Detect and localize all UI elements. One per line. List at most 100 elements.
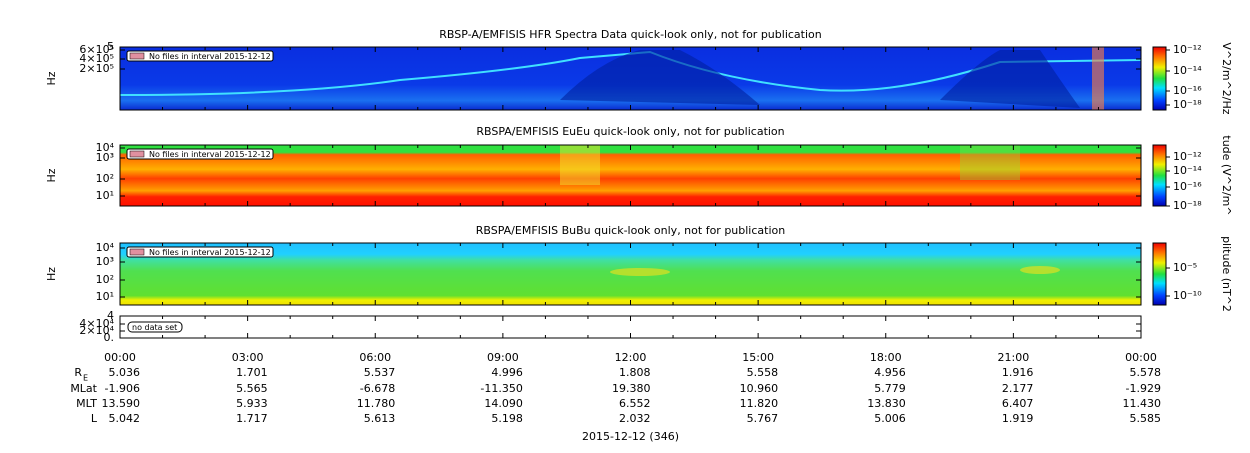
ephemeris-value: 5.036 bbox=[109, 366, 141, 379]
colorbar bbox=[1152, 46, 1167, 111]
colorbar-tick-label: 10⁻¹⁶ bbox=[1173, 84, 1202, 97]
ephemeris-value: 2.177 bbox=[1002, 382, 1034, 395]
x-tick-label: 12:00 bbox=[615, 351, 647, 364]
ephemeris-value: 11.430 bbox=[1123, 397, 1162, 410]
y-tick-label: 4×10⁵ bbox=[79, 52, 114, 65]
ephemeris-value: 5.006 bbox=[874, 412, 906, 425]
y-tick-label: 4×10⁴ bbox=[79, 317, 114, 330]
y-tick-label: 4 bbox=[107, 309, 114, 322]
y-axis-label: Hz bbox=[45, 267, 58, 281]
ephemeris-value: -11.350 bbox=[480, 382, 522, 395]
note-icon bbox=[129, 248, 145, 256]
colorbar bbox=[1152, 242, 1167, 306]
note-box bbox=[126, 148, 274, 160]
colorbar-label: plitude (nT^2 bbox=[1220, 236, 1233, 312]
y-tick-label: 2×10⁴ bbox=[79, 324, 114, 337]
note-text: No files in interval 2015-12-12 bbox=[149, 248, 271, 257]
row-label: MLat bbox=[70, 382, 97, 395]
x-tick-label: 15:00 bbox=[742, 351, 774, 364]
y-tick-label: 2×10⁵ bbox=[79, 62, 114, 75]
ephemeris-value: 5.565 bbox=[236, 382, 268, 395]
colorbar-label: V^2/m^2/Hz bbox=[1220, 42, 1233, 114]
x-tick-label: 09:00 bbox=[487, 351, 519, 364]
colorbar-tick-label: 10⁻⁵ bbox=[1173, 261, 1197, 274]
y-tick-label: 0. bbox=[104, 331, 115, 344]
colorbar-tick-label: 10⁻¹⁴ bbox=[1173, 164, 1202, 177]
ephemeris-value: 5.767 bbox=[747, 412, 779, 425]
y-tick-label: 10² bbox=[96, 273, 114, 286]
panel-title: RBSPA/EMFISIS BuBu quick-look only, not … bbox=[476, 224, 786, 237]
y-tick-label: 10² bbox=[96, 172, 114, 185]
x-tick-label: 06:00 bbox=[359, 351, 391, 364]
row-label: R bbox=[74, 366, 82, 379]
ephemeris-value: 5.198 bbox=[491, 412, 523, 425]
ephemeris-value: 4.956 bbox=[874, 366, 906, 379]
x-tick-label: 00:00 bbox=[1125, 351, 1157, 364]
colorbar-label: tude (V^2/m^ bbox=[1220, 135, 1233, 215]
ephemeris-value: 5.537 bbox=[364, 366, 396, 379]
colorbar-tick-label: 10⁻¹⁶ bbox=[1173, 180, 1202, 193]
note-box bbox=[126, 50, 274, 62]
colorbar bbox=[1152, 144, 1167, 207]
note-box bbox=[126, 246, 274, 258]
ephemeris-value: 5.578 bbox=[1130, 366, 1162, 379]
row-label-sub: E bbox=[83, 374, 88, 383]
y-tick-label: 10¹ bbox=[96, 189, 114, 202]
note-icon bbox=[129, 150, 145, 158]
ephemeris-value: 13.830 bbox=[867, 397, 906, 410]
ephemeris-value: 4.996 bbox=[491, 366, 523, 379]
y-tick-label: 10³ bbox=[96, 151, 114, 164]
ephemeris-value: 2.032 bbox=[619, 412, 651, 425]
note-text: No files in interval 2015-12-12 bbox=[149, 150, 271, 159]
note-text: no data set bbox=[132, 323, 177, 332]
y-tick-label: 10⁴ bbox=[96, 141, 115, 154]
ephemeris-value: 6.407 bbox=[1002, 397, 1034, 410]
panel-title: RBSP-A/EMFISIS HFR Spectra Data quick-lo… bbox=[439, 28, 822, 41]
colorbar-tick-label: 10⁻¹⁸ bbox=[1173, 199, 1202, 212]
row-label: L bbox=[91, 412, 98, 425]
y-tick-label: 5 bbox=[107, 40, 114, 53]
y-tick-label: 10⁴ bbox=[96, 241, 115, 254]
note-box bbox=[127, 321, 183, 333]
x-tick-label: 03:00 bbox=[232, 351, 264, 364]
y-axis-label: Hz bbox=[45, 71, 58, 85]
colorbar-tick-label: 10⁻¹² bbox=[1173, 150, 1202, 163]
row-label: MLT bbox=[76, 397, 97, 410]
ephemeris-value: 14.090 bbox=[484, 397, 523, 410]
ephemeris-value: 5.042 bbox=[109, 412, 141, 425]
y-tick-label: 10¹ bbox=[96, 290, 114, 303]
y-axis-label: Hz bbox=[45, 168, 58, 182]
ephemeris-value: -6.678 bbox=[360, 382, 395, 395]
note-icon bbox=[129, 52, 145, 60]
ephemeris-value: 11.780 bbox=[357, 397, 396, 410]
panel-title: RBSPA/EMFISIS EuEu quick-look only, not … bbox=[476, 125, 784, 138]
ephemeris-value: 5.585 bbox=[1130, 412, 1162, 425]
ephemeris-value: 11.820 bbox=[740, 397, 779, 410]
colorbar-tick-label: 10⁻¹² bbox=[1173, 43, 1202, 56]
ephemeris-value: 6.552 bbox=[619, 397, 651, 410]
ephemeris-value: 5.558 bbox=[747, 366, 779, 379]
x-tick-label: 00:00 bbox=[104, 351, 136, 364]
colorbar-tick-label: 10⁻¹⁴ bbox=[1173, 64, 1202, 77]
ephemeris-value: 1.916 bbox=[1002, 366, 1034, 379]
ephemeris-value: 19.380 bbox=[612, 382, 651, 395]
x-tick-label: 21:00 bbox=[998, 351, 1030, 364]
ephemeris-value: 13.590 bbox=[102, 397, 141, 410]
note-text: No files in interval 2015-12-12 bbox=[149, 52, 271, 61]
ephemeris-value: 1.701 bbox=[236, 366, 268, 379]
x-tick-label: 18:00 bbox=[870, 351, 902, 364]
ephemeris-value: 5.933 bbox=[236, 397, 268, 410]
ephemeris-value: -1.929 bbox=[1126, 382, 1161, 395]
ephemeris-value: 1.808 bbox=[619, 366, 651, 379]
colorbar-tick-label: 10⁻¹⁰ bbox=[1173, 289, 1202, 302]
ephemeris-value: 5.613 bbox=[364, 412, 396, 425]
y-tick-label: 10³ bbox=[96, 255, 114, 268]
ephemeris-value: 1.919 bbox=[1002, 412, 1034, 425]
ephemeris-value: 1.717 bbox=[236, 412, 268, 425]
ephemeris-value: -1.906 bbox=[105, 382, 140, 395]
colorbar-tick-label: 10⁻¹⁸ bbox=[1173, 98, 1202, 111]
ephemeris-value: 5.779 bbox=[874, 382, 906, 395]
spectrogram-layer bbox=[119, 47, 1142, 305]
date-label: 2015-12-12 (346) bbox=[582, 430, 679, 443]
